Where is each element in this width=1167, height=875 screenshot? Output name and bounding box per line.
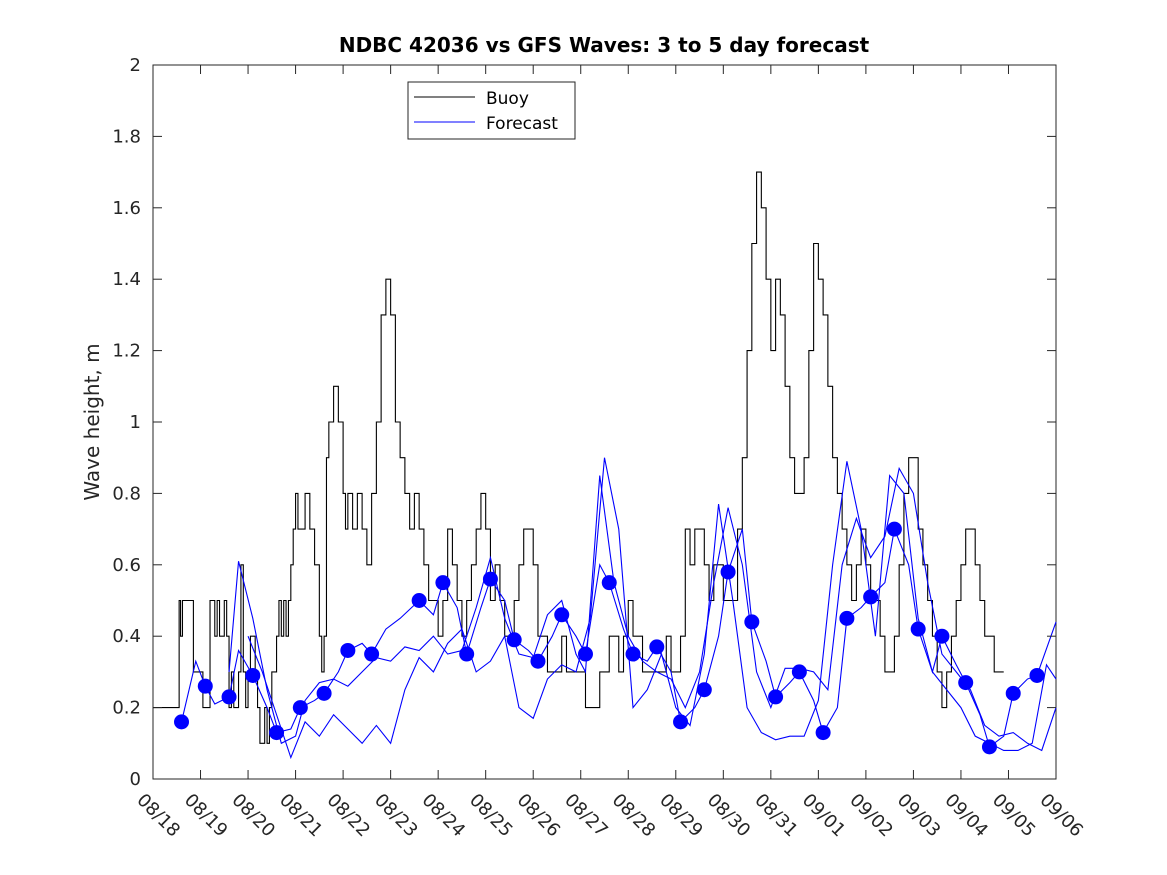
forecast-point <box>744 614 760 630</box>
y-tick-label: 1.6 <box>112 198 141 219</box>
forecast-point <box>269 725 285 741</box>
forecast-point <box>482 571 498 587</box>
forecast-point <box>649 639 665 655</box>
forecast-point <box>174 714 190 730</box>
forecast-point <box>435 575 451 591</box>
forecast-point <box>245 667 261 683</box>
forecast-point <box>411 593 427 608</box>
forecast-point <box>459 646 475 662</box>
y-tick-label: 0 <box>130 769 141 790</box>
y-axis-label: Wave height, m <box>80 343 104 500</box>
forecast-line <box>247 457 1057 760</box>
y-tick-label: 2 <box>130 55 141 76</box>
y-tick-label: 1 <box>130 412 141 433</box>
forecast-point <box>601 575 617 591</box>
forecast-point <box>910 621 926 637</box>
forecast-point <box>768 689 784 705</box>
chart-title: NDBC 42036 vs GFS Waves: 3 to 5 day fore… <box>339 33 870 57</box>
forecast-point <box>197 678 213 694</box>
forecast-point <box>625 646 641 662</box>
forecast-point <box>815 725 831 741</box>
forecast-point <box>221 689 237 705</box>
y-axis: 0 0.2 0.4 0.6 0.8 1 1.2 1.4 1.6 1.8 2 <box>112 55 1056 790</box>
forecast-point <box>364 646 380 662</box>
y-tick-label: 0.6 <box>112 555 141 576</box>
y-tick-label: 1.4 <box>112 269 141 290</box>
forecast-point <box>934 628 950 644</box>
forecast-point <box>958 675 974 691</box>
legend-box <box>407 81 576 140</box>
forecast-point <box>839 610 855 626</box>
legend-forecast-label: Forecast <box>486 114 558 134</box>
y-tick-label: 0.2 <box>112 698 141 719</box>
forecast-point <box>577 646 593 662</box>
forecast-point <box>530 653 546 669</box>
forecast-point <box>292 700 308 716</box>
plot-area <box>152 64 1057 780</box>
forecast-point <box>554 607 570 623</box>
forecast-point <box>673 714 689 730</box>
y-tick-label: 0.4 <box>112 626 141 647</box>
forecast-point <box>316 685 332 701</box>
forecast-point <box>981 739 997 755</box>
y-tick-label: 1.8 <box>112 126 141 147</box>
legend-buoy-label: Buoy <box>486 89 529 109</box>
forecast-point <box>863 589 879 605</box>
y-tick-label: 0.8 <box>112 483 141 504</box>
forecast-point <box>720 564 736 580</box>
forecast-point <box>791 664 807 680</box>
forecast-point <box>886 521 902 537</box>
forecast-point <box>340 642 356 658</box>
legend: Buoy Forecast <box>407 81 576 140</box>
forecast-point <box>1005 685 1021 701</box>
y-tick-label: 1.2 <box>112 341 141 362</box>
marker-layer <box>174 521 1045 755</box>
forecast-point <box>696 682 712 698</box>
forecast-point <box>1029 667 1045 683</box>
forecast-point <box>506 632 522 648</box>
